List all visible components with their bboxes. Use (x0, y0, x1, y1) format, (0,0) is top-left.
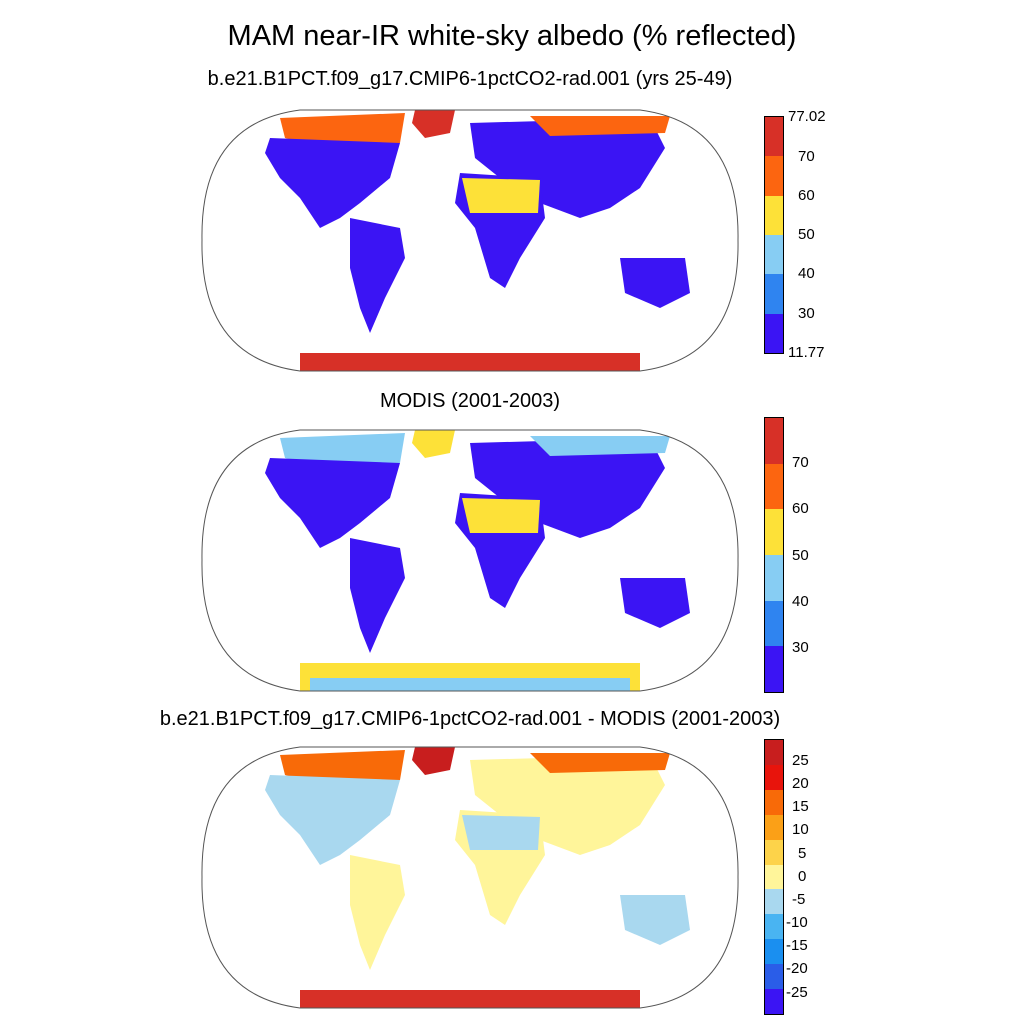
north-america (265, 458, 400, 548)
cb3-tick: 15 (792, 798, 809, 815)
cb1-tick: 77.02 (788, 108, 826, 125)
colorbar-segment (765, 418, 783, 464)
siberia-coast (530, 116, 670, 136)
cb3-tick: -20 (786, 960, 808, 977)
eurasia (470, 755, 665, 855)
colorbar-segment (765, 274, 783, 314)
cb3-tick: 20 (792, 775, 809, 792)
cb3-tick: 5 (798, 845, 807, 862)
colorbar-segment (765, 646, 783, 692)
north-america (265, 138, 400, 228)
colorbar-segment (765, 117, 783, 157)
south-america (350, 218, 405, 333)
figure-title: MAM near-IR white-sky albedo (% reflecte… (227, 20, 797, 52)
colorbar-segment (765, 989, 783, 1014)
cb3-tick: 10 (792, 821, 809, 838)
south-america (350, 855, 405, 970)
australia (620, 578, 690, 628)
colorbar-segment (765, 764, 783, 790)
panel-2-title: MODIS (2001-2003) (379, 390, 561, 412)
cb1-tick: 11.77 (788, 344, 825, 361)
panel-1-title: b.e21.B1PCT.f09_g17.CMIP6-1pctCO2-rad.00… (207, 68, 733, 90)
colorbar-segment (765, 313, 783, 353)
cb3-tick: -25 (786, 984, 808, 1001)
siberia-coast (530, 436, 670, 456)
antarctica-coast (310, 678, 630, 691)
colorbar-segment (765, 839, 783, 865)
cb3-tick: 25 (792, 752, 809, 769)
cb2-tick: 70 (792, 454, 809, 471)
panel-2-map (201, 429, 739, 692)
antarctica (300, 990, 640, 1008)
panel-1-colorbar (764, 116, 784, 354)
panel-1-map (201, 109, 739, 372)
cb2-tick: 40 (792, 593, 809, 610)
colorbar-segment (765, 600, 783, 647)
cb3-tick: -5 (792, 891, 806, 908)
greenland (412, 747, 455, 775)
colorbar-segment (765, 740, 783, 765)
colorbar-segment (765, 463, 783, 510)
colorbar-segment (765, 156, 783, 196)
eurasia (470, 438, 665, 538)
panel-3-colorbar (764, 739, 784, 1015)
cb3-tick: -15 (786, 937, 808, 954)
antarctica (300, 353, 640, 371)
cb1-tick: 40 (798, 265, 815, 282)
australia (620, 895, 690, 945)
greenland (412, 430, 455, 458)
south-america (350, 538, 405, 653)
cb3-tick: 0 (798, 868, 807, 885)
colorbar-segment (765, 964, 783, 990)
eurasia (470, 118, 665, 218)
arctic-canada (280, 433, 405, 468)
colorbar-segment (765, 939, 783, 965)
colorbar-segment (765, 789, 783, 815)
colorbar-segment (765, 234, 783, 275)
colorbar-segment (765, 509, 783, 555)
australia (620, 258, 690, 308)
arctic-canada (280, 113, 405, 148)
colorbar-segment (765, 554, 783, 601)
cb1-tick: 70 (798, 148, 815, 165)
cb1-tick: 30 (798, 305, 815, 322)
greenland (412, 110, 455, 138)
sahara (462, 498, 540, 533)
colorbar-segment (765, 889, 783, 915)
panel-3-map (201, 746, 739, 1009)
sahara (462, 815, 540, 850)
cb3-tick: -10 (786, 914, 808, 931)
sahara (462, 178, 540, 213)
cb1-tick: 50 (798, 226, 815, 243)
colorbar-segment (765, 195, 783, 235)
north-america (265, 775, 400, 865)
cb2-tick: 60 (792, 500, 809, 517)
cb2-tick: 30 (792, 639, 809, 656)
cb1-tick: 60 (798, 187, 815, 204)
colorbar-segment (765, 814, 783, 840)
arctic-canada (280, 750, 405, 785)
panel-2-colorbar (764, 417, 784, 693)
colorbar-segment (765, 914, 783, 940)
siberia-coast (530, 753, 670, 773)
colorbar-segment (765, 864, 783, 890)
cb2-tick: 50 (792, 547, 809, 564)
panel-3-title: b.e21.B1PCT.f09_g17.CMIP6-1pctCO2-rad.00… (159, 708, 781, 730)
